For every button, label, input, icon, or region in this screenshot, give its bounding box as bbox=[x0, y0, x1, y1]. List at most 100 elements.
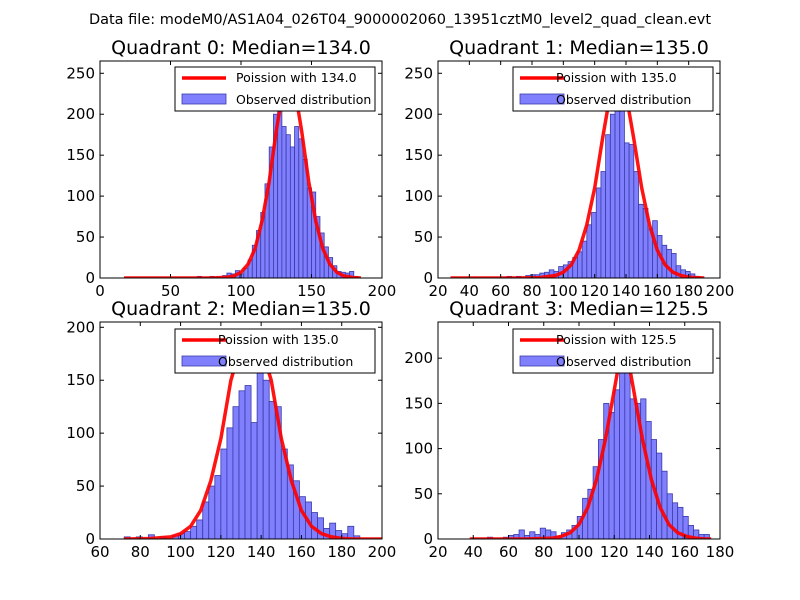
quadrant-1-bar-15 bbox=[586, 224, 592, 278]
quadrant-0-bar-20 bbox=[289, 146, 295, 278]
quadrant-1-ytick-label-3: 150 bbox=[404, 146, 433, 164]
quadrant-2-bar-17 bbox=[250, 422, 258, 539]
quadrant-3-bar-32 bbox=[666, 493, 673, 539]
quadrant-2-axes-frame bbox=[99, 321, 383, 540]
quadrant-2-ytick-label-2: 100 bbox=[66, 424, 95, 442]
quadrant-2-xtick-label-5: 160 bbox=[287, 543, 316, 561]
quadrant-2-bar-13 bbox=[226, 427, 234, 539]
quadrant-2-bar-10 bbox=[208, 485, 216, 539]
quadrant-0-xtick-label-1: 50 bbox=[161, 282, 180, 300]
quadrant-3-xtick-label-6: 140 bbox=[635, 543, 664, 561]
quadrant-0-xtick-label-2: 100 bbox=[227, 282, 256, 300]
quadrant-1-bar-13 bbox=[577, 251, 583, 278]
quadrant-1-xtick-label-7: 160 bbox=[643, 282, 672, 300]
quadrant-1-xtick-label-1: 40 bbox=[460, 282, 479, 300]
quadrant-0-title: Quadrant 0: Median=134.0 bbox=[111, 37, 371, 59]
quadrant-2-xtick-label-2: 100 bbox=[166, 543, 195, 561]
quadrant-1-xtick-label-3: 80 bbox=[522, 282, 541, 300]
quadrant-3-bar-27 bbox=[640, 398, 647, 539]
quadrant-2-bar-7 bbox=[190, 525, 198, 539]
quadrant-1-xtick-label-0: 20 bbox=[428, 282, 447, 300]
quadrant-2-bar-15 bbox=[238, 390, 246, 539]
quadrant-0-legend-bars-label: Observed distribution bbox=[236, 92, 371, 107]
quadrant-3-bar-23 bbox=[619, 362, 626, 539]
quadrant-3-xtick-label-1: 40 bbox=[464, 543, 483, 561]
quadrant-0-legend-curve-label: Poission with 134.0 bbox=[236, 70, 357, 85]
quadrant-3-xtick-label-8: 180 bbox=[706, 543, 735, 561]
quadrant-3-ytick-label-1: 50 bbox=[414, 485, 433, 503]
quadrant-3-xtick-label-0: 20 bbox=[428, 543, 447, 561]
quadrant-2-ytick-label-0: 0 bbox=[85, 530, 95, 548]
quadrant-0-xtick-label-3: 150 bbox=[297, 282, 326, 300]
quadrant-2-bar-9 bbox=[202, 501, 210, 539]
quadrant-3-xtick-label-2: 60 bbox=[499, 543, 518, 561]
quadrant-0-ytick-label-1: 50 bbox=[76, 228, 95, 246]
quadrant-3-histogram bbox=[486, 348, 710, 539]
quadrant-2-ytick-label-1: 50 bbox=[76, 477, 95, 495]
quadrant-3-xtick-label-3: 80 bbox=[534, 543, 553, 561]
quadrant-2-xtick-label-7: 200 bbox=[368, 543, 397, 561]
quadrant-3-xtick-label-4: 100 bbox=[565, 543, 594, 561]
quadrant-2-legend-bars-label: Observed distribution bbox=[218, 354, 353, 369]
quadrant-3-bar-24 bbox=[624, 348, 631, 539]
quadrant-0-bar-34 bbox=[349, 271, 355, 278]
quadrant-2-ytick-label-3: 150 bbox=[66, 371, 95, 389]
quadrant-1-ytick-label-2: 100 bbox=[404, 187, 433, 205]
quadrant-0-ytick-label-2: 100 bbox=[66, 187, 95, 205]
quadrant-1-xtick-label-5: 120 bbox=[580, 282, 609, 300]
quadrant-3-bar-21 bbox=[608, 412, 615, 539]
quadrant-2-bar-14 bbox=[232, 406, 240, 539]
quadrant-3-ytick-label-3: 150 bbox=[404, 394, 433, 412]
quadrant-1-legend-bar-swatch bbox=[519, 93, 565, 105]
quadrant-1-xtick-label-8: 180 bbox=[674, 282, 703, 300]
quadrant-1-ytick-label-0: 0 bbox=[423, 269, 433, 287]
quadrant-1-bar-14 bbox=[581, 240, 588, 278]
quadrant-0-ytick-label-0: 0 bbox=[85, 269, 95, 287]
quadrant-1-bar-18 bbox=[600, 171, 607, 278]
quadrant-1-ytick-label-4: 200 bbox=[404, 105, 433, 123]
quadrant-2-panel: 60 80 100 120 140 160 180 200 0 50 100 150 200 Quadra… bbox=[66, 298, 396, 561]
quadrant-2-title: Quadrant 2: Median=135.0 bbox=[111, 298, 371, 320]
quadrant-3-xtick-label-7: 160 bbox=[670, 543, 699, 561]
quadrant-1-bar-26 bbox=[638, 203, 644, 278]
quadrant-0-bar-21 bbox=[294, 126, 300, 278]
quadrant-2-bar-16 bbox=[244, 385, 252, 539]
quadrant-1-bar-25 bbox=[633, 171, 639, 278]
quadrant-0-ytick-label-4: 200 bbox=[66, 105, 95, 123]
quadrant-0-legend-bar-swatch bbox=[181, 93, 227, 105]
quadrant-2-bar-20 bbox=[268, 400, 276, 539]
quadrant-0-xtick-label-4: 200 bbox=[368, 282, 397, 300]
quadrant-1-bar-19 bbox=[605, 134, 611, 278]
figure-title: Data file: modeM0/AS1A04_026T04_90000020… bbox=[89, 12, 711, 28]
quadrant-1-bar-22 bbox=[619, 109, 625, 278]
quadrant-2-plot: 60 80 100 120 140 160 180 200 0 50 100 150 200 bbox=[66, 318, 396, 561]
quadrant-1-title: Quadrant 1: Median=135.0 bbox=[449, 37, 709, 59]
quadrant-2-histogram bbox=[123, 363, 361, 539]
quadrant-2-xtick-label-3: 120 bbox=[207, 543, 236, 561]
quadrant-0-panel: 0 50 100 150 200 0 50 100 150 200 250 Quadrant 0: M… bbox=[66, 37, 396, 300]
quadrant-2-legend-curve-label: Poission with 135.0 bbox=[218, 332, 339, 347]
quadrant-0-xtick-label-0: 0 bbox=[95, 282, 105, 300]
quadrant-2-bar-12 bbox=[220, 448, 228, 539]
quadrant-1-bar-32 bbox=[666, 248, 672, 278]
quadrant-2-xtick-label-0: 60 bbox=[90, 543, 109, 561]
quadrant-3-ytick-label-0: 0 bbox=[423, 530, 433, 548]
quadrant-3-legend-bars-label: Observed distribution bbox=[556, 354, 691, 369]
quadrant-2-bar-11 bbox=[214, 475, 222, 539]
quadrant-0-plot: 0 50 100 150 200 0 50 100 150 200 250 bbox=[66, 60, 397, 300]
quadrant-1-ytick-label-5: 250 bbox=[404, 64, 433, 82]
quadrant-1-bar-23 bbox=[624, 142, 630, 278]
quadrant-2-bar-8 bbox=[196, 519, 204, 539]
quadrant-3-title: Quadrant 3: Median=125.5 bbox=[449, 298, 709, 320]
quadrant-2-xtick-label-4: 140 bbox=[247, 543, 276, 561]
quadrant-1-legend-curve-label: Poission with 135.0 bbox=[556, 70, 677, 85]
quadrant-1-xtick-label-4: 100 bbox=[549, 282, 578, 300]
quadrant-0-ytick-label-5: 250 bbox=[66, 64, 95, 82]
quadrant-1-bar-20 bbox=[609, 113, 616, 278]
quadrant-1-axes-frame bbox=[437, 60, 721, 279]
quadrant-3-xtick-label-5: 120 bbox=[600, 543, 629, 561]
quadrant-3-legend-bar-swatch bbox=[519, 355, 565, 367]
quadrant-3-bar-39 bbox=[703, 534, 710, 539]
quadrant-1-ytick-label-1: 50 bbox=[414, 228, 433, 246]
